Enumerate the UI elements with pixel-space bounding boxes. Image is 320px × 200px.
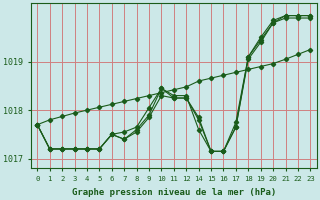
X-axis label: Graphe pression niveau de la mer (hPa): Graphe pression niveau de la mer (hPa) <box>72 188 276 197</box>
